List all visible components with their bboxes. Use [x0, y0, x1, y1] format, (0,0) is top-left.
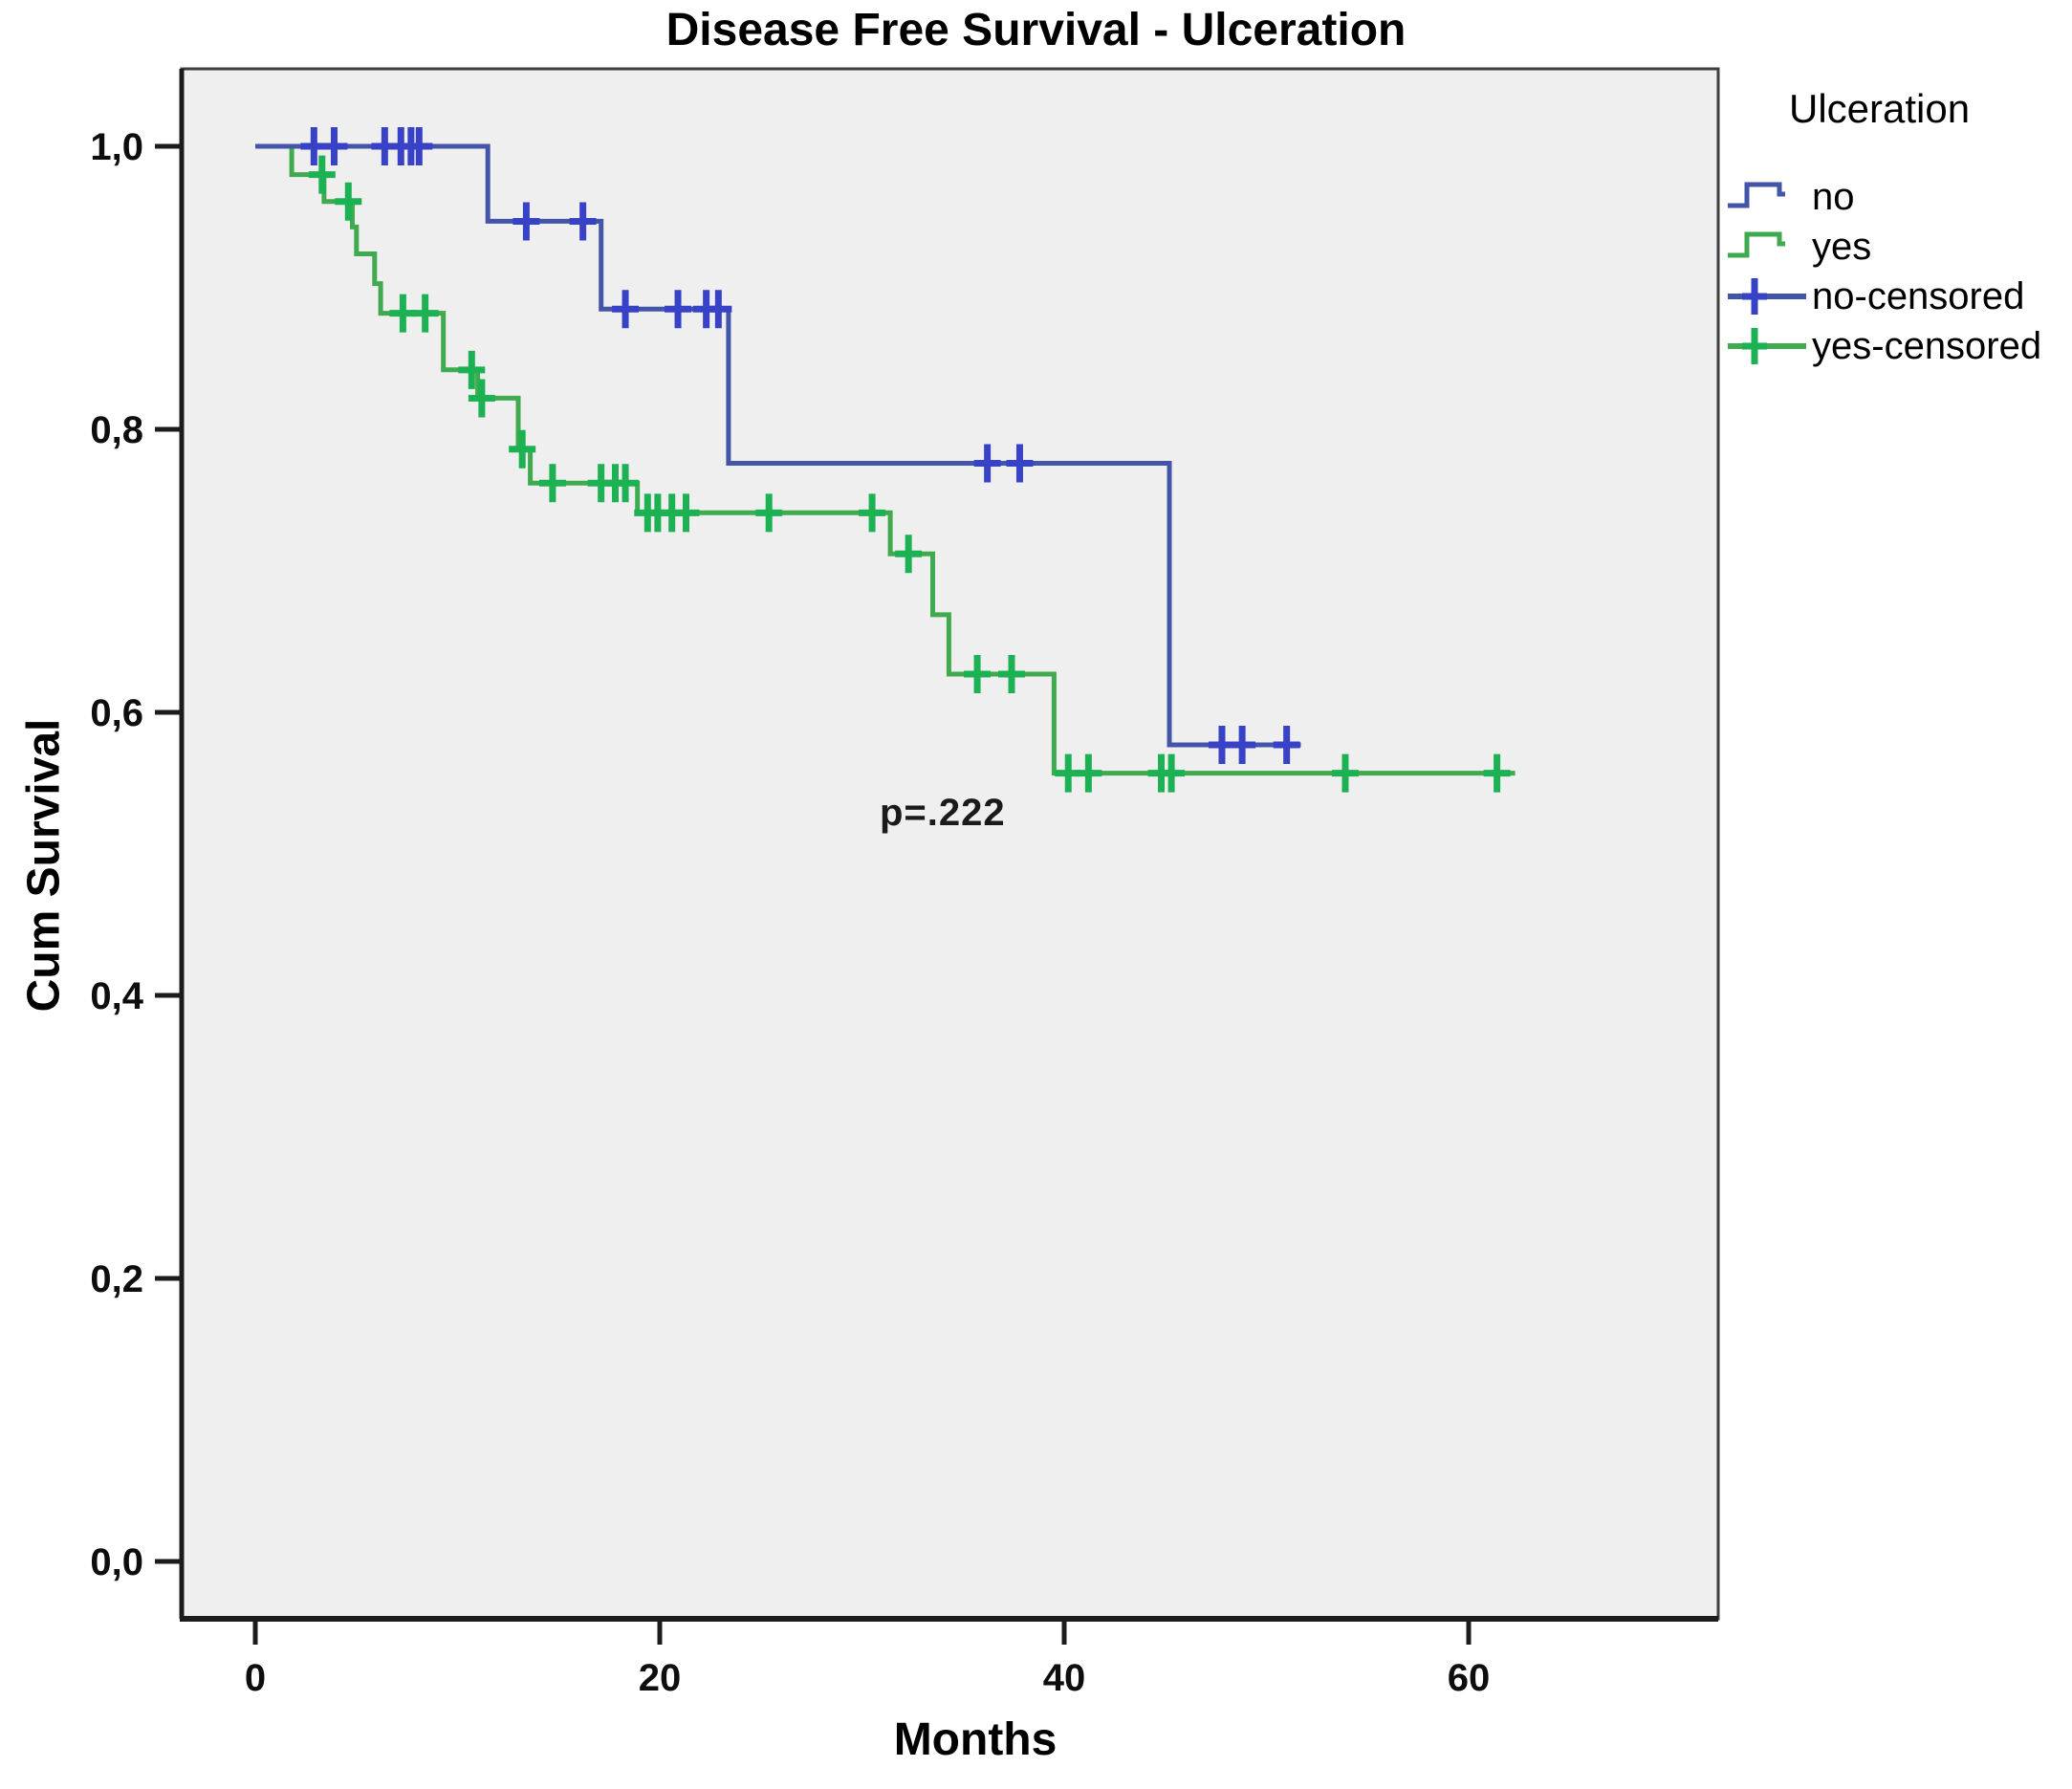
svg-text:0,4: 0,4 — [90, 975, 143, 1017]
svg-text:40: 40 — [1043, 1657, 1086, 1699]
chart-title: Disease Free Survival - Ulceration — [665, 5, 1407, 55]
censored-plus-icon — [1728, 278, 1806, 315]
svg-text:1,0: 1,0 — [90, 126, 143, 168]
svg-text:0,8: 0,8 — [90, 409, 143, 451]
legend-item-label: yes-censored — [1812, 324, 2042, 367]
svg-text:60: 60 — [1448, 1657, 1491, 1699]
legend-item-label: no — [1812, 175, 1855, 218]
legend-item-label: yes — [1812, 225, 1872, 268]
censored-plus-icon — [1728, 328, 1806, 364]
legend-item-yes-censored: yes-censored — [1726, 321, 2072, 371]
svg-text:0: 0 — [245, 1657, 266, 1699]
legend-item-yes: yes — [1726, 222, 2072, 272]
step-line-icon — [1728, 231, 1785, 258]
step-line-icon — [1728, 182, 1785, 208]
legend-title: Ulceration — [1789, 86, 1971, 131]
x-axis-title: Months — [893, 1714, 1058, 1765]
legend-item-label: no-censored — [1812, 274, 2025, 317]
svg-text:20: 20 — [639, 1657, 682, 1699]
svg-text:0,2: 0,2 — [90, 1258, 143, 1300]
p-value-annotation: p=.222 — [880, 792, 1006, 834]
svg-text:0,0: 0,0 — [90, 1541, 143, 1583]
legend-item-no-censored: no-censored — [1726, 272, 2072, 321]
svg-text:0,6: 0,6 — [90, 692, 143, 734]
legend: Ulceration no yes no-censored — [1726, 86, 2072, 371]
legend-item-no: no — [1726, 172, 2072, 222]
